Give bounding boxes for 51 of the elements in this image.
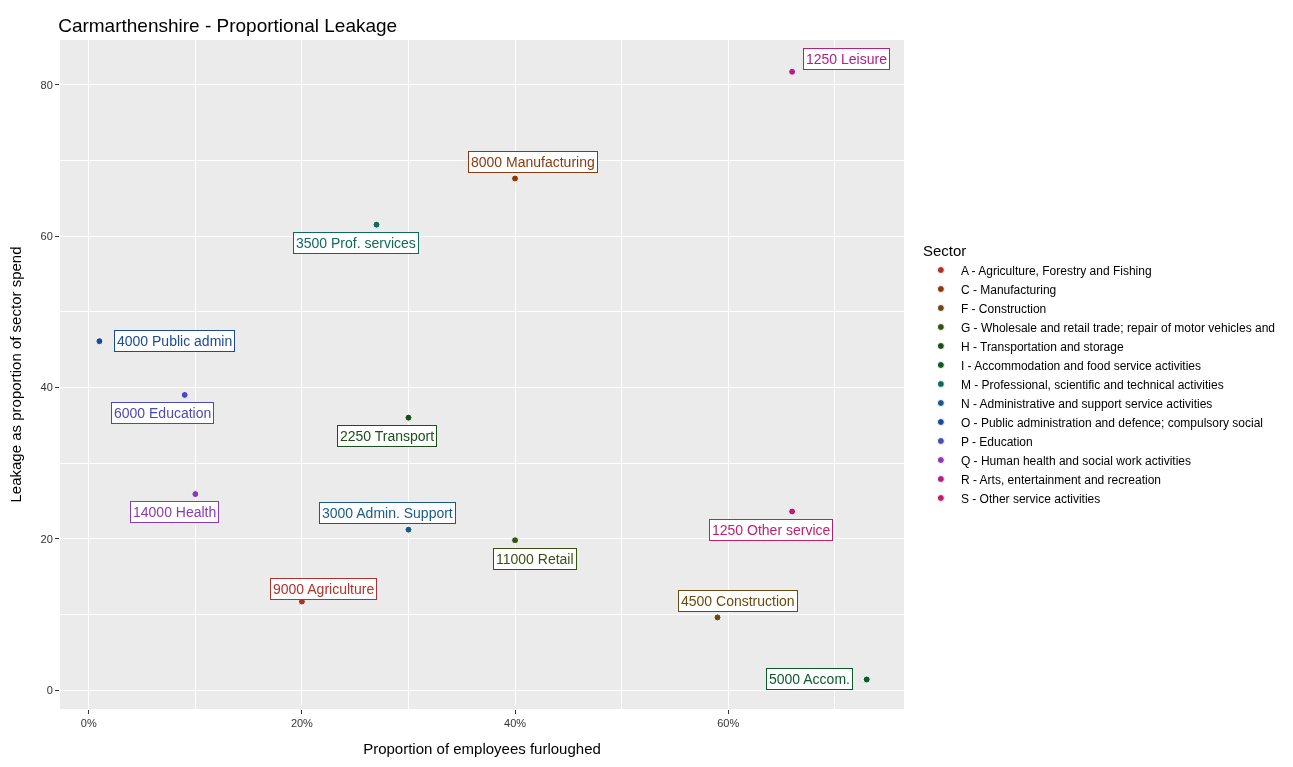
- legend-label: F - Construction: [960, 301, 1047, 316]
- legend-label: O - Public administration and defence; compulsory social: [960, 415, 1264, 430]
- annotation: 1250 Leisure: [806, 51, 888, 67]
- annotation: 11000 Retail: [496, 551, 574, 567]
- y-tick-label: 40: [40, 381, 53, 394]
- annotation: 4500 Construction: [681, 593, 795, 609]
- x-tick-label: 0%: [80, 717, 97, 730]
- x-tick-label: 60%: [717, 717, 740, 730]
- legend-label: C - Manufacturing: [960, 282, 1057, 297]
- x-tick-label: 20%: [290, 717, 314, 730]
- legend-label: M - Professional, scientific and technical activities: [960, 377, 1224, 392]
- point: [862, 675, 871, 684]
- point: [372, 220, 381, 229]
- annotation: 3500 Prof. services: [296, 235, 416, 251]
- annotation: 5000 Accom.: [769, 671, 850, 687]
- y-tick-label: 80: [40, 78, 53, 91]
- point: [404, 413, 413, 422]
- legend-label: A - Agriculture, Forestry and Fishing: [960, 263, 1152, 278]
- y-axis-title: Leakage as proportion of sector spend: [6, 246, 24, 503]
- legend-label: N - Administrative and support service activities: [960, 396, 1213, 411]
- annotation: 4000 Public admin: [117, 333, 233, 349]
- y-tick-label: 60: [40, 229, 53, 242]
- legend-label: H - Transportation and storage: [960, 339, 1124, 354]
- annotation: 3000 Admin. Support: [322, 505, 453, 521]
- annotation: 6000 Education: [114, 405, 212, 421]
- legend-label: I - Accommodation and food service activities: [960, 358, 1202, 373]
- point: [511, 536, 520, 545]
- legend-label: P - Education: [960, 434, 1033, 449]
- point: [191, 490, 200, 499]
- y-tick-label: 20: [40, 532, 53, 545]
- y-tick-label: 0: [46, 683, 53, 696]
- legend-label: R - Arts, entertainment and recreation: [960, 472, 1161, 487]
- annotation: 8000 Manufacturing: [471, 154, 595, 170]
- point: [95, 337, 104, 346]
- point: [713, 613, 722, 622]
- annotation: 14000 Health: [133, 504, 217, 520]
- legend-label: G - Wholesale and retail trade; repair of motor vehicles and: [960, 320, 1276, 335]
- legend-title: Sector: [922, 241, 967, 259]
- point: [788, 67, 797, 76]
- annotation: 9000 Agriculture: [273, 581, 375, 597]
- legend-label: Q - Human health and social work activities: [960, 453, 1191, 468]
- chart-title: Carmarthenshire - Proportional Leakage: [58, 15, 398, 37]
- annotation: 2250 Transport: [340, 428, 435, 444]
- x-axis-title: Proportion of employees furloughed: [363, 740, 601, 758]
- point: [180, 390, 189, 399]
- legend-label: S - Other service activities: [960, 491, 1101, 506]
- annotation: 1250 Other service: [712, 522, 831, 538]
- point: [788, 507, 797, 516]
- point: [404, 525, 413, 534]
- point: [511, 174, 520, 183]
- x-tick-label: 40%: [504, 717, 527, 730]
